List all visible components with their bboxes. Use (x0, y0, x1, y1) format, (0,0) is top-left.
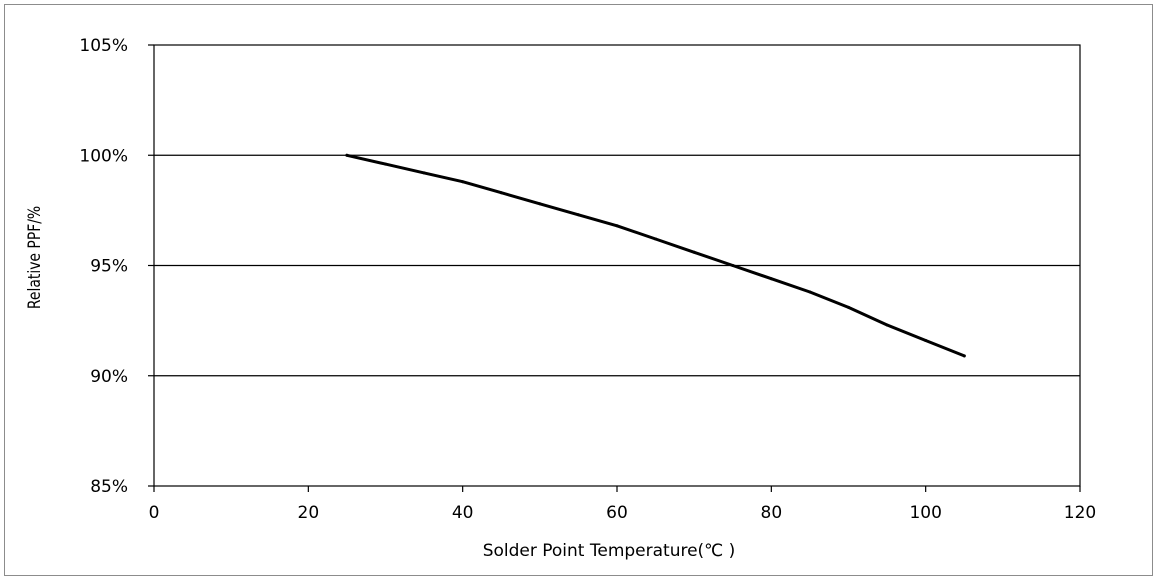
y-axis-title: Relative PPF/% (25, 206, 45, 309)
chart-area (4, 4, 1153, 576)
x-tick-label: 60 (606, 503, 628, 523)
data-point (769, 277, 773, 281)
x-tick-label: 100 (909, 503, 941, 523)
x-tick-label: 20 (298, 503, 320, 523)
data-point (885, 323, 889, 327)
data-point (499, 191, 503, 195)
y-tick-label: 105% (79, 36, 128, 56)
data-point (924, 338, 928, 342)
data-point (615, 224, 619, 228)
data-point (422, 171, 426, 175)
data-point (345, 153, 349, 157)
x-tick-label: 80 (761, 503, 783, 523)
gridlines (154, 154, 1080, 377)
y-tick-label: 85% (90, 477, 128, 497)
data-point (461, 180, 465, 184)
data-point (731, 264, 735, 267)
data-point (808, 290, 812, 294)
x-tick-label: 40 (452, 503, 474, 523)
data-point (538, 202, 542, 206)
data-point (962, 354, 966, 358)
axis-ticks: 85% 90% 95% 100% 105% 0 20 40 60 80 100 120 (79, 36, 1096, 523)
x-axis-title: Solder Point Temperature(℃ ) (483, 541, 736, 561)
y-tick-label: 100% (79, 146, 128, 166)
series-group (345, 153, 966, 358)
x-tick-label: 120 (1064, 503, 1096, 523)
data-point (847, 305, 850, 309)
y-tick-label: 95% (90, 257, 128, 277)
x-tick-label: 0 (149, 503, 160, 523)
data-point (692, 250, 696, 254)
data-point (384, 162, 387, 166)
data-point (576, 213, 580, 217)
series-line (345, 153, 966, 358)
data-point (654, 237, 658, 241)
y-tick-label: 90% (90, 367, 128, 387)
